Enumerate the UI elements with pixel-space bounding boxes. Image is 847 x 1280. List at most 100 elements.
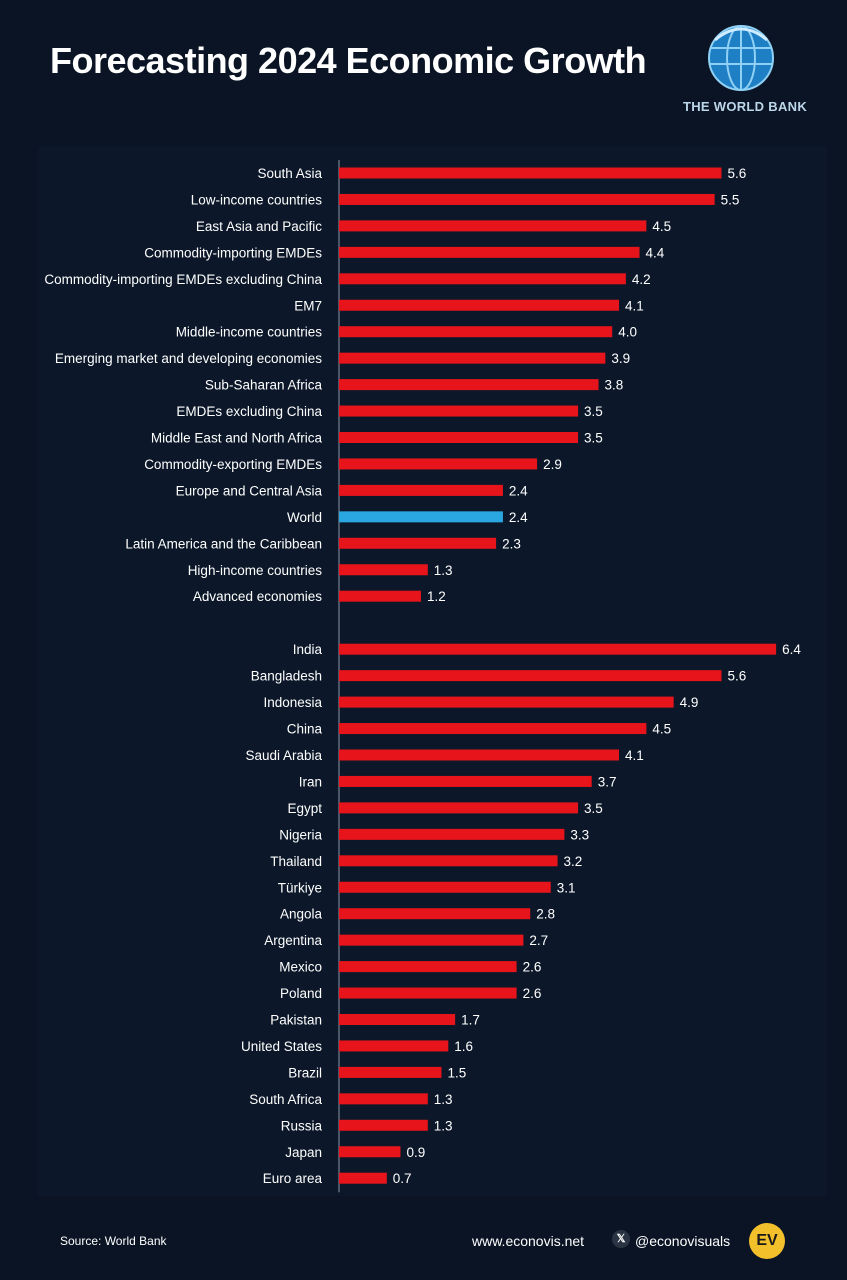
bar	[339, 1093, 428, 1105]
category-label: Mexico	[279, 960, 322, 975]
category-label: Pakistan	[270, 1013, 322, 1028]
category-label: World	[287, 510, 322, 525]
value-label: 0.7	[393, 1171, 412, 1186]
category-label: United States	[241, 1039, 322, 1054]
bar	[339, 167, 722, 179]
bar	[339, 723, 647, 735]
category-label: Emerging market and developing economies	[55, 351, 322, 366]
category-label: Indonesia	[263, 695, 322, 710]
bar	[339, 1040, 449, 1052]
highlight-bar	[339, 511, 503, 523]
category-label: South Africa	[249, 1092, 322, 1107]
bar	[339, 908, 531, 920]
econovis-logo: EV	[749, 1223, 785, 1259]
website-link[interactable]: www.econovis.net	[472, 1233, 585, 1249]
bar	[339, 881, 551, 893]
world-bank-globe-icon	[708, 25, 774, 91]
value-label: 5.6	[727, 166, 746, 181]
category-label: Low-income countries	[191, 192, 323, 207]
bar	[339, 749, 620, 761]
category-label: Thailand	[270, 854, 322, 869]
value-label: 1.3	[434, 563, 453, 578]
bar	[339, 961, 517, 973]
value-label: 2.7	[529, 933, 548, 948]
category-label: East Asia and Pacific	[196, 219, 322, 234]
value-label: 0.9	[406, 1145, 425, 1160]
value-label: 2.8	[536, 907, 555, 922]
value-label: 4.2	[632, 272, 651, 287]
bar	[339, 696, 674, 708]
category-label: Angola	[280, 907, 323, 922]
bar	[339, 1066, 442, 1078]
bar	[339, 432, 579, 443]
category-label: Sub-Saharan Africa	[205, 378, 323, 393]
value-label: 3.2	[564, 854, 583, 869]
bar	[339, 590, 421, 602]
value-label: 3.9	[611, 351, 630, 366]
bar	[339, 775, 592, 787]
social-handle[interactable]: @econovisuals	[635, 1233, 731, 1249]
category-label: Euro area	[263, 1171, 323, 1186]
value-label: 1.2	[427, 589, 446, 604]
category-label: High-income countries	[188, 563, 323, 578]
world-bank-brand-name: THE WORLD BANK	[682, 99, 808, 114]
category-label: Commodity-importing EMDEs	[144, 245, 322, 260]
value-label: 1.7	[461, 1013, 480, 1028]
value-label: 2.9	[543, 457, 562, 472]
bar	[339, 802, 579, 814]
category-label: Commodity-exporting EMDEs	[144, 457, 322, 472]
category-label: Commodity-importing EMDEs excluding Chin…	[44, 272, 322, 287]
value-label: 4.0	[618, 325, 637, 340]
bar	[339, 405, 579, 417]
value-label: 3.3	[570, 827, 589, 842]
category-label: EM7	[294, 298, 322, 313]
value-label: 2.4	[509, 510, 528, 525]
chart-panel: South Asia 5.6 Low-income countries 5.5 East…	[38, 146, 827, 1196]
bar	[339, 564, 428, 576]
value-label: 2.6	[523, 960, 542, 975]
value-label: 3.8	[605, 378, 624, 393]
bar	[339, 379, 599, 391]
page-title: Forecasting 2024 Economic Growth	[50, 40, 647, 81]
category-label: Middle East and North Africa	[151, 431, 323, 446]
category-label: India	[293, 642, 323, 657]
bar	[339, 352, 606, 364]
value-label: 3.5	[584, 801, 603, 816]
category-label: Russia	[281, 1118, 323, 1133]
bar	[339, 670, 722, 682]
category-label: Japan	[285, 1145, 322, 1160]
value-label: 3.1	[557, 880, 576, 895]
category-label: Poland	[280, 986, 322, 1001]
value-label: 4.5	[652, 219, 671, 234]
bar	[339, 987, 517, 999]
value-label: 1.3	[434, 1118, 453, 1133]
category-label: EMDEs excluding China	[176, 404, 322, 419]
value-label: 2.4	[509, 483, 528, 498]
value-label: 1.5	[447, 1065, 466, 1080]
category-label: Egypt	[287, 801, 322, 816]
bar	[339, 326, 613, 338]
bar	[339, 1146, 401, 1158]
value-label: 2.6	[523, 986, 542, 1001]
bar	[339, 458, 538, 470]
value-label: 1.3	[434, 1092, 453, 1107]
value-label: 3.5	[584, 404, 603, 419]
bar-chart: South Asia 5.6 Low-income countries 5.5 East…	[44, 160, 801, 1193]
source-note: Source: World Bank	[60, 1234, 167, 1248]
bar	[339, 934, 524, 946]
value-label: 4.1	[625, 298, 644, 313]
category-label: Latin America and the Caribbean	[125, 536, 322, 551]
value-label: 4.1	[625, 748, 644, 763]
bar	[339, 1172, 387, 1184]
category-label: Advanced economies	[193, 589, 322, 604]
value-label: 6.4	[782, 642, 801, 657]
category-label: South Asia	[257, 166, 322, 181]
category-label: China	[287, 722, 323, 737]
value-label: 3.5	[584, 431, 603, 446]
x-icon: 𝕏	[612, 1230, 630, 1248]
bar	[339, 537, 497, 549]
category-label: Middle-income countries	[176, 325, 323, 340]
value-label: 1.6	[454, 1039, 473, 1054]
value-label: 5.5	[721, 192, 740, 207]
bar	[339, 484, 503, 496]
